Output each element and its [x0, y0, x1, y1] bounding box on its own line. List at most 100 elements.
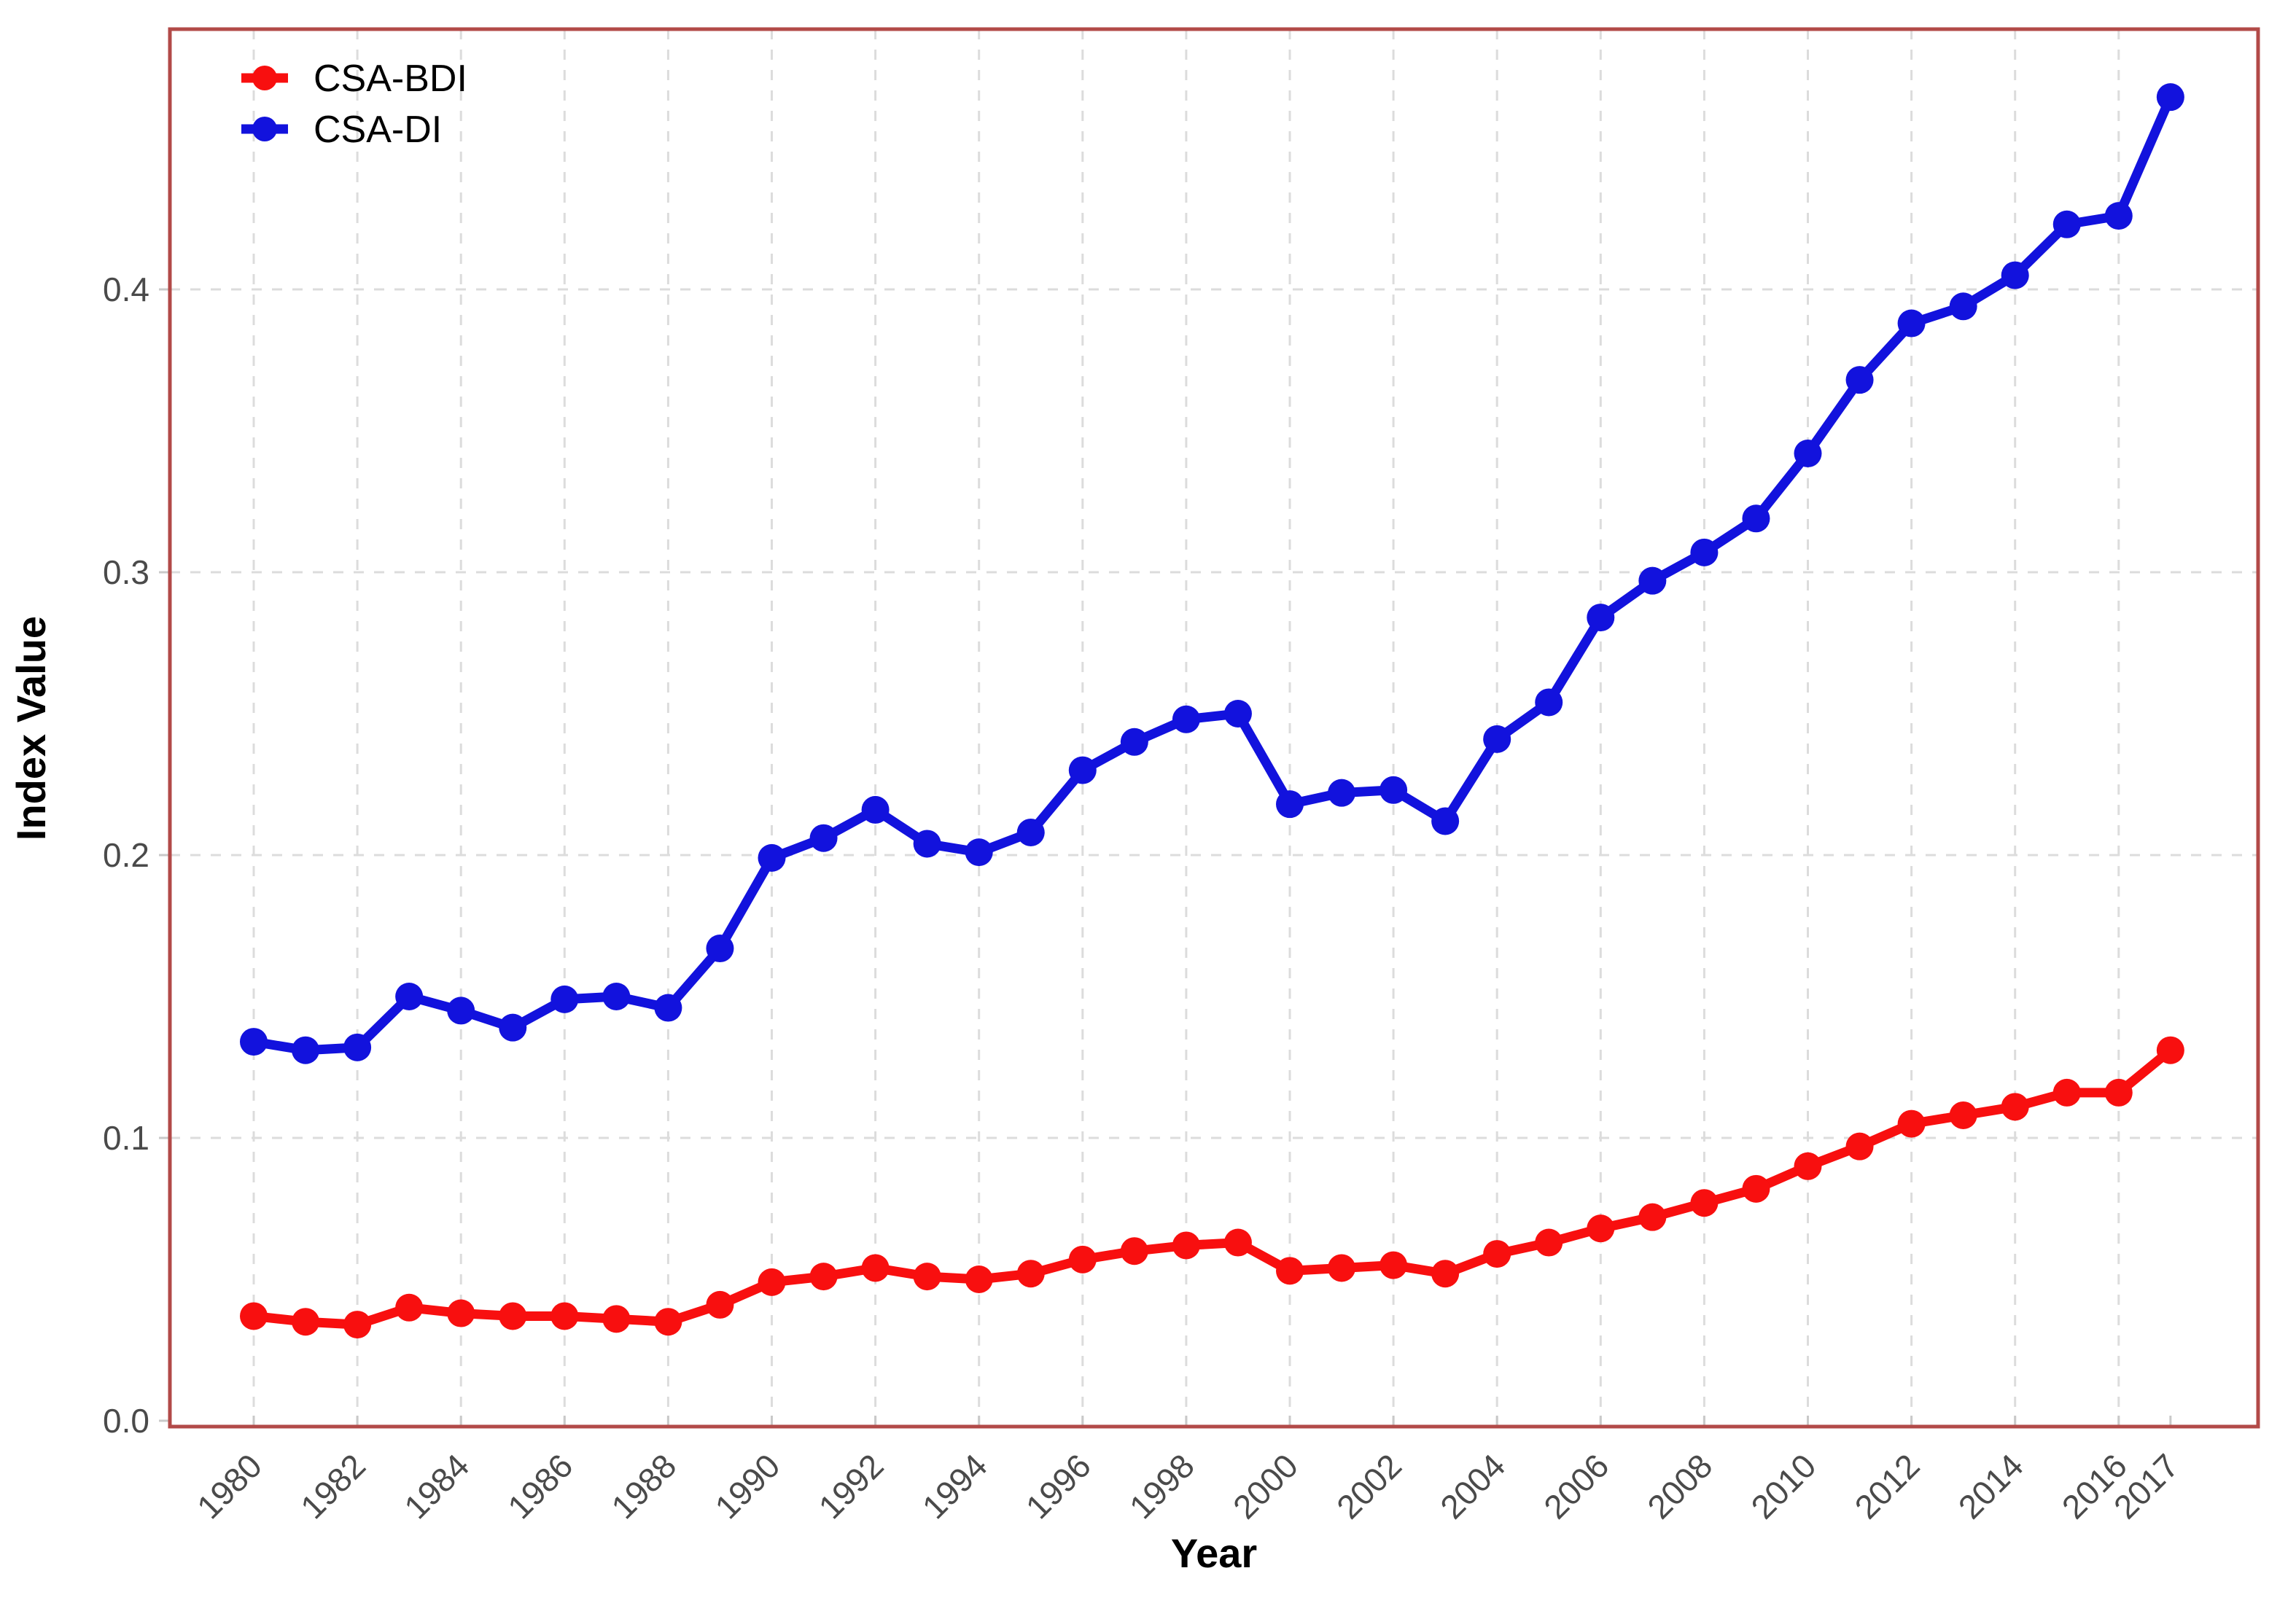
data-point-csa-di-2003	[1431, 807, 1460, 835]
data-point-csa-di-1986	[550, 985, 579, 1013]
data-point-csa-bdi-2006	[1587, 1214, 1615, 1243]
data-point-csa-bdi-2016	[2104, 1078, 2133, 1107]
x-tick-label-1984: 1984	[397, 1446, 476, 1526]
data-point-csa-di-2001	[1328, 779, 1356, 807]
data-point-csa-di-2009	[1742, 504, 1770, 533]
data-point-csa-bdi-2015	[2052, 1078, 2081, 1107]
data-point-csa-di-2012	[1897, 309, 1926, 338]
data-point-csa-bdi-1998	[1172, 1231, 1200, 1260]
data-point-csa-di-1998	[1172, 705, 1200, 733]
data-point-csa-di-2011	[1845, 366, 1874, 394]
data-point-csa-bdi-1981	[292, 1308, 320, 1336]
x-tick-label-1996: 1996	[1019, 1446, 1098, 1526]
x-tick-label-2012: 2012	[1848, 1446, 1927, 1526]
data-point-csa-bdi-2007	[1638, 1203, 1667, 1231]
x-tick-label-1982: 1982	[293, 1446, 373, 1526]
data-point-csa-bdi-1984	[447, 1299, 475, 1327]
data-point-csa-di-1994	[965, 838, 993, 867]
plot-panel	[170, 29, 2258, 1427]
x-tick-label-2010: 2010	[1743, 1446, 1823, 1526]
data-point-csa-di-2004	[1483, 725, 1511, 753]
data-point-csa-bdi-1992	[861, 1254, 890, 1282]
data-point-csa-bdi-2001	[1328, 1254, 1356, 1282]
data-point-csa-di-2005	[1535, 688, 1563, 717]
y-tick-label-0.2: 0.2	[103, 836, 149, 874]
data-point-csa-di-2000	[1276, 790, 1304, 819]
y-axis-title: Index Value	[8, 616, 54, 840]
data-point-csa-bdi-2003	[1431, 1260, 1460, 1288]
legend-item-csa-bdi: CSA-BDI	[241, 58, 467, 100]
y-tick-label-0.3: 0.3	[103, 553, 149, 591]
x-tick-label-2000: 2000	[1226, 1446, 1305, 1526]
series-csa-di	[240, 83, 2184, 1064]
data-point-csa-bdi-2009	[1742, 1174, 1770, 1203]
data-point-csa-bdi-2012	[1897, 1109, 1926, 1138]
y-tick-label-0.1: 0.1	[103, 1119, 149, 1157]
data-point-csa-bdi-1993	[913, 1263, 941, 1291]
panel-border	[168, 27, 2260, 1429]
data-point-csa-bdi-1988	[654, 1308, 682, 1336]
data-point-csa-di-2014	[2001, 261, 2029, 289]
data-point-csa-bdi-1985	[499, 1302, 527, 1330]
data-point-csa-bdi-2017	[2156, 1036, 2184, 1064]
x-tick-label-2008: 2008	[1640, 1446, 1719, 1526]
data-point-csa-di-1996	[1068, 756, 1097, 784]
data-point-csa-di-2015	[2052, 210, 2081, 238]
data-point-csa-bdi-2000	[1276, 1257, 1304, 1285]
data-point-csa-bdi-1996	[1068, 1245, 1097, 1274]
data-point-csa-di-1980	[240, 1028, 268, 1056]
data-point-csa-di-1990	[758, 843, 786, 872]
series-csa-bdi	[240, 1036, 2184, 1339]
data-point-csa-di-1989	[706, 935, 734, 963]
data-point-csa-di-2007	[1638, 566, 1667, 595]
data-point-csa-di-1985	[499, 1013, 527, 1042]
x-axis-title: Year	[1171, 1530, 1257, 1576]
data-point-csa-di-1995	[1016, 818, 1045, 846]
data-point-csa-bdi-1982	[343, 1311, 372, 1339]
x-tick-label-2006: 2006	[1536, 1446, 1616, 1526]
data-point-csa-bdi-1986	[550, 1302, 579, 1330]
data-point-csa-di-2006	[1587, 604, 1615, 632]
data-point-csa-bdi-2002	[1379, 1251, 1408, 1279]
data-point-csa-di-1984	[447, 996, 475, 1025]
data-point-csa-di-1991	[809, 824, 838, 852]
y-tick-label-0.0: 0.0	[103, 1402, 149, 1440]
horizontal-gridlines	[170, 288, 2258, 1139]
data-point-csa-bdi-2008	[1690, 1189, 1719, 1217]
y-tick-label-0.4: 0.4	[103, 270, 149, 308]
data-point-csa-di-1981	[292, 1036, 320, 1064]
data-point-csa-di-2013	[1949, 292, 1977, 321]
x-tick-label-1998: 1998	[1122, 1446, 1202, 1526]
legend-key-dot-csa-bdi	[252, 66, 277, 90]
data-point-csa-bdi-2005	[1535, 1228, 1563, 1257]
data-point-csa-bdi-1991	[809, 1263, 838, 1291]
data-point-csa-bdi-1989	[706, 1290, 734, 1319]
data-point-csa-bdi-1997	[1120, 1237, 1148, 1265]
legend-label-csa-di: CSA-DI	[314, 109, 442, 151]
legend: CSA-BDI CSA-DI	[241, 58, 467, 151]
data-point-csa-di-2002	[1379, 776, 1408, 804]
data-point-csa-bdi-2013	[1949, 1101, 1977, 1129]
x-tick-label-2014: 2014	[1951, 1446, 2031, 1526]
x-tick-label-2004: 2004	[1433, 1446, 1512, 1526]
data-point-csa-di-2017	[2156, 83, 2184, 112]
data-point-csa-di-2010	[1794, 440, 1822, 468]
data-point-csa-di-1983	[395, 983, 424, 1010]
data-point-csa-bdi-2010	[1794, 1152, 1822, 1180]
y-axis-tick-labels: 0.0 0.1 0.2 0.3 0.4	[103, 270, 149, 1440]
data-point-csa-di-1982	[343, 1033, 372, 1061]
data-point-csa-di-1999	[1223, 700, 1252, 728]
data-point-csa-di-1987	[602, 983, 631, 1010]
data-point-csa-di-1988	[654, 994, 682, 1022]
data-point-csa-di-1992	[861, 795, 890, 824]
x-tick-label-2002: 2002	[1329, 1446, 1409, 1526]
data-point-csa-bdi-1987	[602, 1305, 631, 1333]
x-tick-label-1990: 1990	[707, 1446, 787, 1526]
data-point-csa-bdi-2011	[1845, 1132, 1874, 1161]
legend-key-dot-csa-di	[252, 117, 277, 141]
legend-item-csa-di: CSA-DI	[241, 109, 442, 151]
data-point-csa-bdi-1980	[240, 1302, 268, 1330]
data-point-csa-bdi-1999	[1223, 1228, 1252, 1257]
data-point-csa-di-1997	[1120, 728, 1148, 756]
